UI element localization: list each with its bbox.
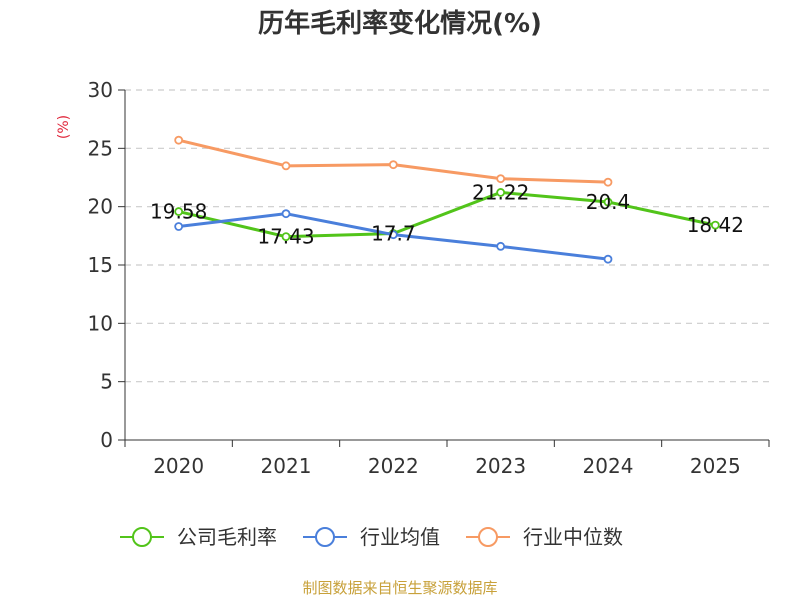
series-2-point-2023: [496, 174, 506, 184]
legend: 公司毛利率 行业均值 行业中位数: [120, 525, 623, 549]
x-tick-label-2024: 2024: [583, 454, 634, 478]
x-tick-label-2023: 2023: [475, 454, 526, 478]
series-layer: [174, 135, 720, 264]
y-tick-label-10: 10: [88, 311, 113, 335]
x-tick-label-2025: 2025: [690, 454, 741, 478]
data-label-2022: 17.7: [371, 222, 416, 246]
series-1-point-2022: [388, 230, 398, 240]
legend-marker-0: [132, 527, 152, 547]
series-2-point-2021: [281, 161, 291, 171]
data-label-2024: 20.4: [586, 190, 631, 214]
series-0-point-2025: [710, 220, 720, 230]
legend-label-2: 行业中位数: [523, 525, 623, 549]
legend-label-0: 公司毛利率: [177, 525, 277, 549]
series-1-point-2023: [496, 241, 506, 251]
grid-layer: [125, 89, 769, 383]
y-tick-label-30: 30: [88, 78, 113, 102]
legend-item-2: 行业中位数: [466, 525, 623, 549]
data-label-2025: 18.42: [687, 213, 744, 237]
legend-marker-2: [478, 527, 498, 547]
data-label-2020: 19.58: [150, 200, 207, 224]
series-1-point-2021: [281, 209, 291, 219]
series-line-0: [178, 190, 716, 239]
series-2-point-2020: [174, 135, 184, 145]
series-0-point-2023: [496, 188, 506, 197]
y-axis-label: (%): [56, 115, 72, 139]
series-0-point-2020: [174, 207, 184, 216]
y-tick-label-25: 25: [88, 136, 113, 160]
chart-title: 历年毛利率变化情况(%): [258, 8, 542, 39]
x-tick-label-2020: 2020: [153, 454, 204, 478]
series-0-point-2021: [281, 232, 291, 242]
legend-item-1: 行业均值: [303, 525, 440, 549]
legend-item-0: 公司毛利率: [120, 525, 277, 549]
series-0-point-2024: [603, 197, 613, 207]
series-1-point-2020: [174, 222, 184, 231]
series-2-point-2024: [603, 177, 613, 187]
y-tick-label-15: 15: [88, 253, 113, 277]
source-note: 制图数据来自恒生聚源数据库: [302, 579, 497, 597]
series-1-point-2024: [603, 254, 613, 264]
legend-marker-1: [315, 527, 335, 547]
y-tick-label-20: 20: [88, 195, 113, 219]
legend-label-1: 行业均值: [360, 525, 440, 549]
data-label-2023: 21.22: [472, 180, 529, 204]
data-label-2021: 17.43: [257, 225, 314, 249]
series-2-point-2022: [388, 160, 398, 170]
x-tick-label-2021: 2021: [261, 454, 312, 478]
x-tick-label-2022: 2022: [368, 454, 419, 478]
data-label-layer: 19.58 17.43 17.7 21.22 20.4 18.42: [150, 180, 744, 248]
y-tick-label-5: 5: [100, 370, 113, 394]
y-tick-label-0: 0: [100, 428, 113, 452]
